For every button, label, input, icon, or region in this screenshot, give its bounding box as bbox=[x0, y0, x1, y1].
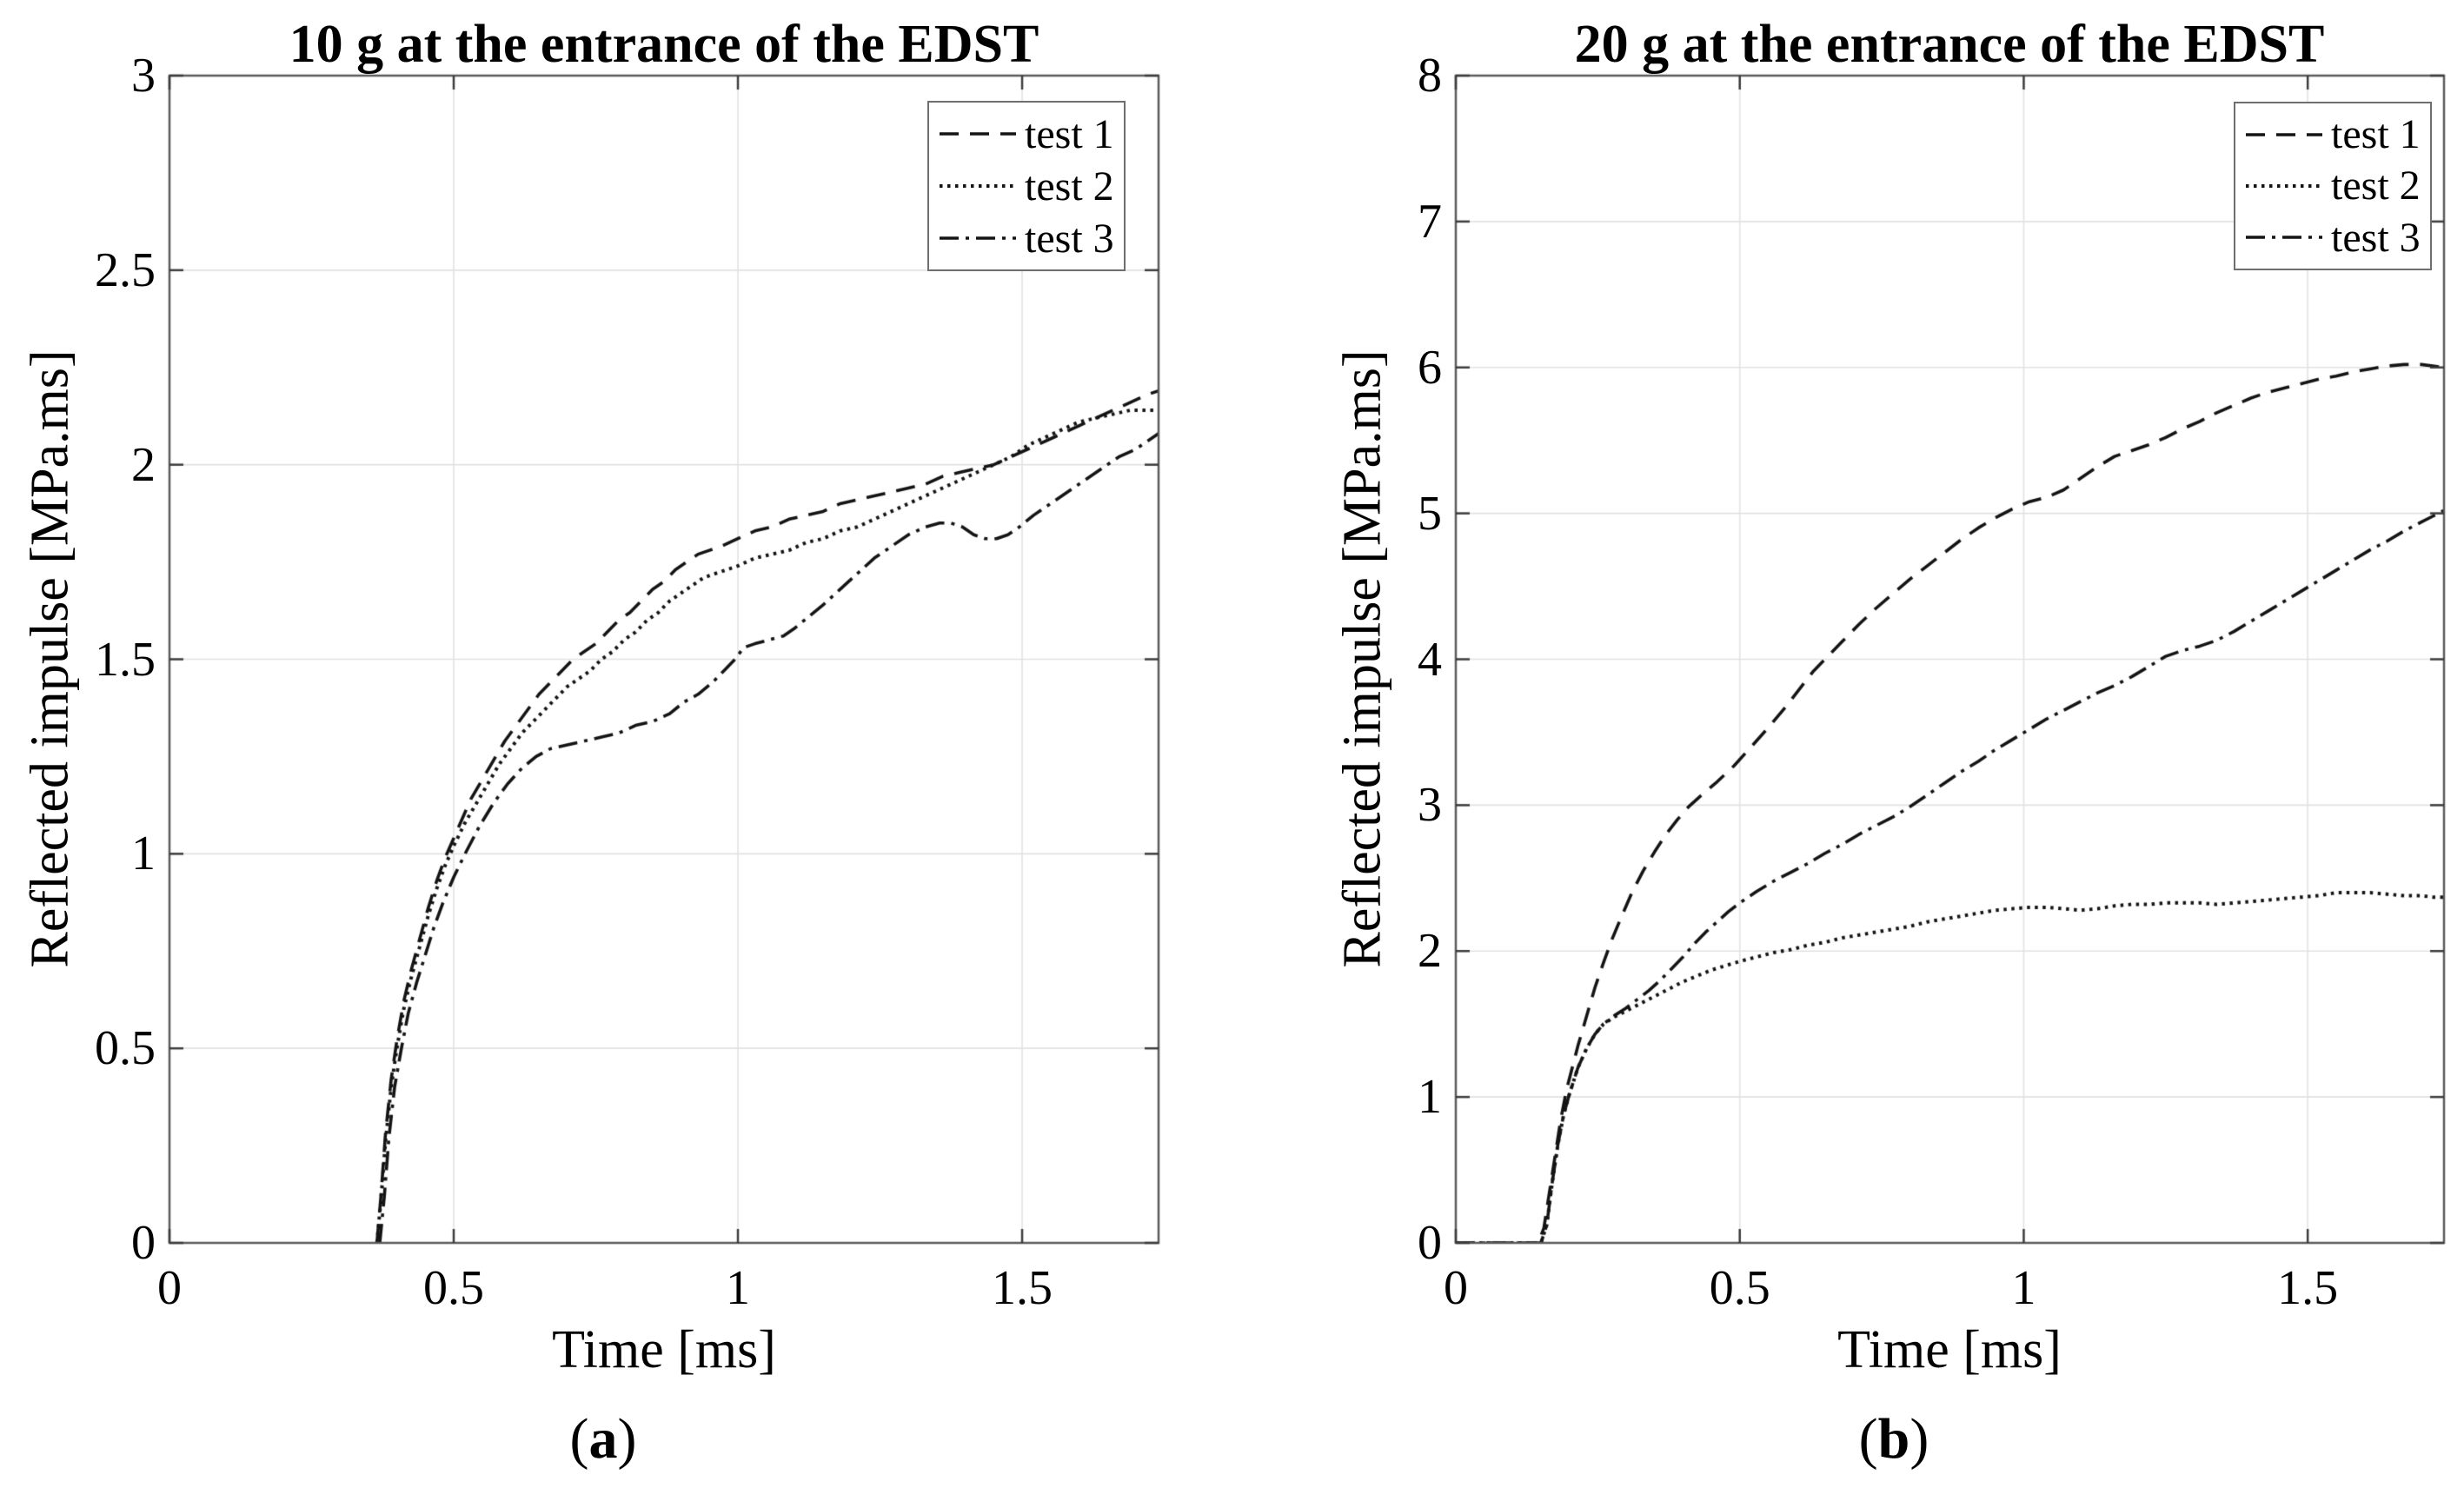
legend: test 1 test 2 test 3 bbox=[927, 101, 1126, 271]
x-tick-label: 1 bbox=[726, 1261, 751, 1315]
legend-entry-label: test 2 bbox=[1025, 163, 1114, 209]
x-axis-label: Time [ms] bbox=[552, 1320, 776, 1379]
caption-paren-close: ) bbox=[617, 1407, 637, 1471]
x-tick-label: 0.5 bbox=[423, 1261, 484, 1315]
y-tick-label: 0 bbox=[131, 1216, 156, 1270]
legend-line-sample-dotted bbox=[2246, 183, 2322, 188]
legend-entry: test 2 bbox=[940, 163, 1115, 210]
caption-letter: a bbox=[588, 1407, 618, 1471]
legend-line-sample-dashdot bbox=[940, 236, 1016, 240]
y-tick-label: 5 bbox=[1418, 486, 1442, 541]
legend-line-sample-dashed bbox=[2246, 132, 2322, 136]
legend-line-sample-dashdot bbox=[2246, 236, 2322, 240]
legend-entry-label: test 1 bbox=[1025, 110, 1114, 157]
y-tick-label: 4 bbox=[1418, 632, 1442, 687]
y-tick-label: 8 bbox=[1418, 49, 1442, 103]
legend-entry-label: test 2 bbox=[2331, 163, 2421, 209]
y-tick-label: 2 bbox=[131, 437, 156, 492]
chart-title: 20 g at the entrance of the EDST bbox=[1574, 15, 2325, 74]
legend-entry: test 3 bbox=[940, 215, 1115, 262]
legend-entry: test 1 bbox=[2246, 110, 2421, 158]
x-axis-label: Time [ms] bbox=[1837, 1320, 2062, 1379]
legend-entry-label: test 3 bbox=[2331, 214, 2421, 261]
y-tick-label: 1.5 bbox=[95, 632, 156, 687]
y-tick-label: 2 bbox=[1418, 924, 1442, 979]
x-tick-label: 0.5 bbox=[1709, 1261, 1770, 1315]
legend-line-sample-dotted bbox=[940, 184, 1016, 188]
x-tick-label: 0 bbox=[157, 1261, 182, 1315]
legend-entry: test 1 bbox=[940, 110, 1115, 158]
legend-entry-label: test 1 bbox=[2331, 111, 2421, 158]
legend-entry: test 2 bbox=[2246, 162, 2421, 209]
x-tick-label: 0 bbox=[1444, 1261, 1468, 1315]
y-tick-label: 0.5 bbox=[95, 1021, 156, 1076]
legend-line-sample-dashed bbox=[940, 132, 1016, 136]
y-tick-label: 2.5 bbox=[95, 242, 156, 297]
subfigure-caption: (b) bbox=[1859, 1406, 1929, 1472]
y-tick-label: 6 bbox=[1418, 340, 1442, 395]
x-tick-label: 1.5 bbox=[2277, 1261, 2339, 1315]
caption-letter: b bbox=[1877, 1407, 1910, 1471]
caption-paren-open: ( bbox=[569, 1407, 589, 1471]
x-tick-label: 1 bbox=[2011, 1261, 2036, 1315]
y-axis-label: Reflected impulse [MPa.ms] bbox=[1332, 349, 1392, 968]
y-axis-label: Reflected impulse [MPa.ms] bbox=[20, 349, 80, 968]
y-tick-label: 3 bbox=[131, 49, 156, 103]
legend-entry: test 3 bbox=[2246, 214, 2421, 262]
y-tick-label: 7 bbox=[1418, 194, 1442, 249]
caption-paren-close: ) bbox=[1909, 1407, 1929, 1471]
chart-title: 10 g at the entrance of the EDST bbox=[289, 15, 1039, 74]
y-tick-label: 1 bbox=[131, 827, 156, 881]
y-tick-label: 0 bbox=[1418, 1216, 1442, 1270]
legend: test 1 test 2 test 3 bbox=[2234, 102, 2432, 270]
caption-paren-open: ( bbox=[1858, 1407, 1878, 1471]
x-tick-label: 1.5 bbox=[992, 1261, 1053, 1315]
y-tick-label: 3 bbox=[1418, 778, 1442, 833]
y-tick-label: 1 bbox=[1418, 1070, 1442, 1125]
legend-entry-label: test 3 bbox=[1025, 215, 1114, 262]
subfigure-caption: (a) bbox=[570, 1406, 637, 1472]
